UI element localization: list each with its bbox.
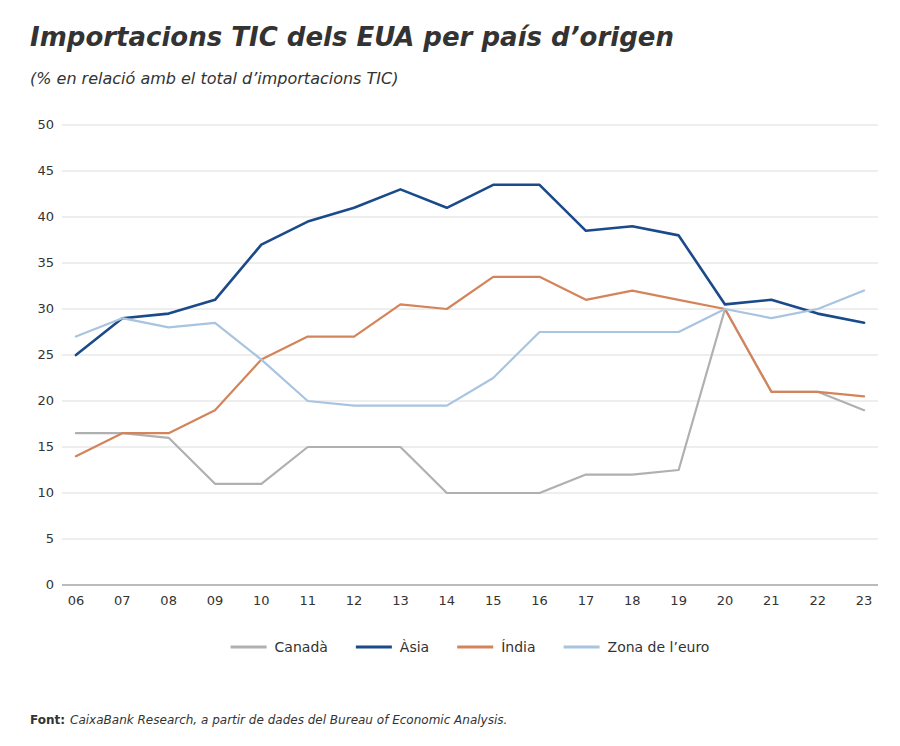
x-tick-label: 09 <box>207 593 224 608</box>
x-tick-label: 23 <box>856 593 873 608</box>
legend-label: Zona de l’euro <box>608 639 710 655</box>
grid-line <box>62 217 878 218</box>
y-tick-label: 35 <box>37 255 54 270</box>
x-tick-label: 19 <box>670 593 687 608</box>
y-tick-label: 45 <box>37 163 54 178</box>
grid <box>62 125 878 585</box>
x-tick-label: 15 <box>485 593 502 608</box>
legend-item: Àsia <box>356 639 429 655</box>
legend-swatch <box>231 646 267 649</box>
series-line <box>76 291 864 406</box>
y-tick-label: 5 <box>46 531 54 546</box>
grid-line <box>62 401 878 402</box>
legend-label: Àsia <box>400 639 429 655</box>
x-tick-label: 13 <box>392 593 409 608</box>
subtitle: (% en relació amb el total d’importacion… <box>30 69 398 88</box>
source-text: CaixaBank Research, a partir de dades de… <box>70 713 507 727</box>
y-tick-label: 25 <box>37 347 54 362</box>
grid-line <box>62 125 878 126</box>
x-tick-label: 10 <box>253 593 270 608</box>
grid-line <box>62 585 878 586</box>
series-line <box>76 277 864 456</box>
x-axis-line <box>62 585 878 586</box>
grid-line <box>62 171 878 172</box>
legend-item: Canadà <box>231 639 328 655</box>
x-tick-label: 16 <box>531 593 548 608</box>
source-label: Font: <box>30 713 65 727</box>
x-tick-label: 06 <box>68 593 85 608</box>
legend-item: Índia <box>457 639 535 655</box>
y-tick-label: 40 <box>37 209 54 224</box>
y-tick-label: 20 <box>37 393 54 408</box>
legend-item: Zona de l’euro <box>564 639 710 655</box>
x-tick-label: 17 <box>578 593 595 608</box>
x-tick-label: 11 <box>299 593 316 608</box>
source: Font: CaixaBank Research, a partir de dad… <box>30 713 507 727</box>
y-tick-label: 0 <box>46 577 54 592</box>
y-tick-label: 10 <box>37 485 54 500</box>
title: Importacions TIC dels EUA per país d’ori… <box>30 22 674 52</box>
y-tick-label: 50 <box>37 117 54 132</box>
grid-line <box>62 447 878 448</box>
x-tick-label: 18 <box>624 593 641 608</box>
x-tick-label: 21 <box>763 593 780 608</box>
legend-label: Canadà <box>275 639 328 655</box>
x-tick-label: 07 <box>114 593 131 608</box>
y-tick-label: 15 <box>37 439 54 454</box>
series-line <box>76 309 864 493</box>
series-line <box>76 185 864 355</box>
x-tick-label: 20 <box>717 593 734 608</box>
legend-swatch <box>356 646 392 649</box>
lines <box>76 185 864 493</box>
y-tick-label: 30 <box>37 301 54 316</box>
x-tick-label: 14 <box>439 593 456 608</box>
x-tick-label: 22 <box>809 593 826 608</box>
grid-line <box>62 539 878 540</box>
grid-line <box>62 355 878 356</box>
legend-swatch <box>457 646 493 649</box>
x-tick-label: 08 <box>160 593 177 608</box>
grid-line <box>62 263 878 264</box>
chart: Importacions TIC dels EUA per país d’ori… <box>0 0 900 746</box>
x-tick-label: 12 <box>346 593 363 608</box>
legend: Canadà Àsia Índia Zona de l’euro <box>231 639 710 655</box>
legend-label: Índia <box>501 639 535 655</box>
legend-swatch <box>564 646 600 649</box>
